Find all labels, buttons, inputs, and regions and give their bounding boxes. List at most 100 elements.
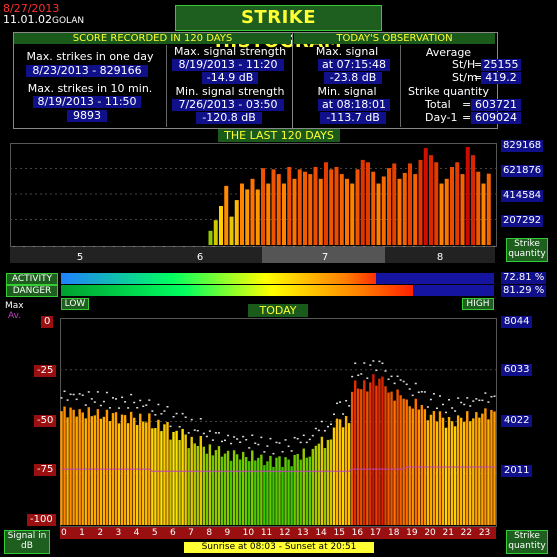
interval-bar (163, 424, 166, 525)
qty-tick: 4022 (501, 415, 533, 427)
interval-bar (75, 416, 78, 525)
max-marker (224, 439, 227, 442)
interval-bar (93, 415, 97, 525)
max-marker (317, 429, 320, 432)
today-obs-heading: TODAY'S OBSERVATION (294, 33, 495, 44)
max-marker (260, 436, 263, 439)
max-marker (263, 451, 266, 453)
max-marker (136, 407, 139, 409)
interval-bar (244, 456, 248, 525)
db-tick: -75 (34, 464, 57, 476)
max-10min-date: 8/19/2013 - 11:50 (33, 96, 141, 108)
stm-eq: = (474, 71, 484, 84)
day-bar (360, 159, 365, 245)
strike-qty-label: Strike quantity (506, 238, 548, 262)
hour-label: 20 (424, 528, 436, 538)
interval-bar (254, 460, 257, 525)
hour-label: 2 (97, 528, 104, 538)
day-bar (439, 183, 444, 245)
y-tick: 829168 (501, 140, 544, 152)
max-marker (487, 401, 490, 403)
interval-bar (232, 450, 236, 525)
interval-bar (329, 439, 333, 525)
strike-qty-label: Strike quantity (408, 85, 489, 98)
max-marker (87, 391, 90, 393)
interval-bar (266, 461, 269, 525)
interval-bar (160, 431, 163, 525)
high-label: HIGH (462, 298, 494, 310)
y-tick: 621876 (501, 165, 544, 177)
stm-value: 419.2 (481, 72, 521, 84)
interval-bar (223, 453, 227, 525)
min-signal-value: -120.8 dB (196, 112, 262, 124)
max-day-label: Max. strikes in one day (26, 50, 154, 63)
interval-bar (248, 461, 251, 525)
today-title: TODAY (248, 304, 308, 317)
interval-bar (126, 423, 130, 525)
max-marker (351, 375, 354, 378)
max-marker (445, 411, 448, 414)
day-bar (318, 178, 323, 245)
day-bar (250, 178, 255, 245)
danger-bar (61, 285, 413, 296)
interval-bar (181, 428, 184, 525)
interval-bar (387, 392, 390, 525)
interval-bar (314, 445, 318, 525)
interval-bar (108, 421, 112, 525)
max-marker (478, 399, 481, 402)
max-marker (390, 375, 393, 378)
max-marker (369, 364, 372, 366)
max-marker (493, 395, 496, 397)
interval-bar (90, 416, 94, 525)
day-bar (255, 189, 260, 245)
interval-bar (363, 380, 366, 525)
interval-bar (405, 399, 408, 525)
max-marker (175, 412, 178, 415)
max-marker (281, 451, 284, 453)
interval-bar (184, 434, 187, 525)
interval-bar (99, 418, 103, 525)
max-marker (323, 430, 326, 432)
max-marker (354, 362, 357, 365)
day-bar (481, 183, 486, 245)
interval-bar (487, 419, 490, 525)
hour-label: 21 (442, 528, 454, 538)
day-bar (350, 183, 355, 245)
interval-bar (172, 431, 175, 525)
interval-bar (408, 406, 411, 525)
day-bar (266, 183, 271, 245)
interval-bar (338, 419, 342, 525)
day-bar (376, 183, 381, 245)
max-marker (405, 383, 408, 386)
max-marker (396, 375, 399, 378)
interval-bar (323, 448, 327, 525)
interval-bar (393, 400, 396, 525)
max-marker (420, 391, 423, 393)
max-marker (299, 441, 302, 444)
max-marker (366, 377, 369, 379)
max-marker (108, 407, 111, 409)
day-bar (366, 162, 370, 245)
low-label: LOW (61, 298, 89, 310)
day-bar (297, 169, 302, 245)
total-value: 603721 (471, 99, 521, 111)
day-bar (345, 178, 349, 245)
hour-label: 4 (133, 528, 140, 538)
station-name: GOLAN (51, 16, 85, 26)
day-bar (229, 216, 234, 245)
max-marker (121, 396, 124, 399)
interval-bar (357, 388, 360, 525)
interval-bar (341, 427, 345, 525)
day-bar (234, 200, 239, 245)
interval-bar (238, 459, 242, 525)
max-legend: Max (5, 301, 24, 311)
hour-scale: 0 1 2 3 4 5 6 7 8 9 10 11 12 13 14 15 16 17 18 19 20 21 22 23 (60, 527, 496, 539)
interval-bar (305, 457, 308, 525)
interval-bar (414, 398, 417, 525)
max-marker (78, 393, 81, 395)
day-bar (455, 162, 460, 245)
max-marker (157, 403, 160, 406)
interval-bar (426, 420, 430, 525)
max-marker (320, 420, 323, 423)
max-marker (99, 404, 102, 407)
